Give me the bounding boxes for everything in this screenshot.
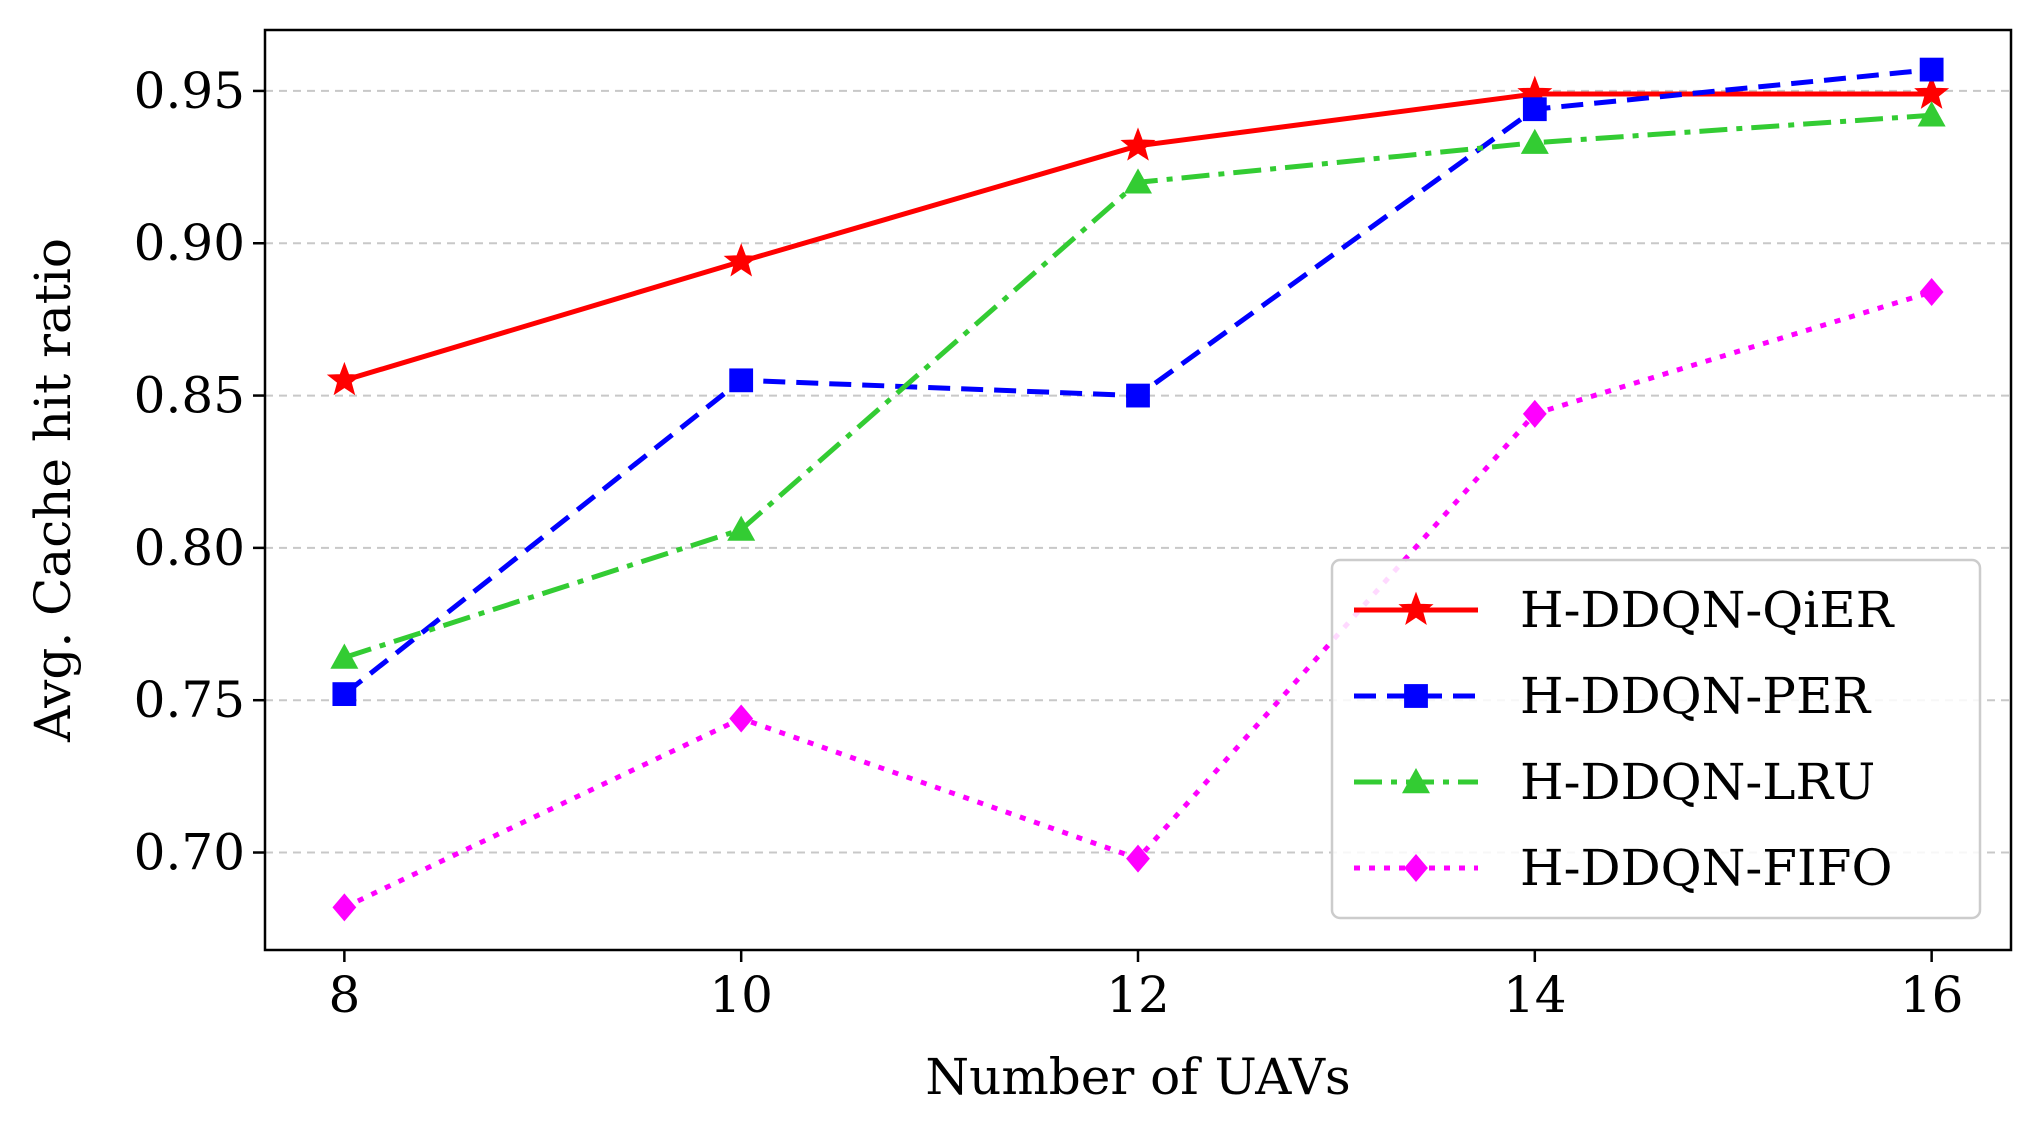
data-point bbox=[729, 704, 754, 733]
legend-label: H-DDQN-FIFO bbox=[1520, 839, 1892, 897]
x-tick-label: 10 bbox=[709, 966, 773, 1024]
series-h-ddqn-per bbox=[332, 57, 1944, 707]
y-tick-label: 0.80 bbox=[134, 519, 245, 577]
data-point bbox=[729, 368, 754, 393]
data-point bbox=[332, 893, 357, 922]
axis-ticks: 0.70 0.75 0.80 0.85 0.90 0.95 8 10 12 14 16 bbox=[134, 62, 1964, 1024]
data-point bbox=[1126, 383, 1150, 408]
legend-box bbox=[1330, 558, 1982, 920]
x-tick-label: 12 bbox=[1106, 966, 1170, 1024]
data-point bbox=[1120, 127, 1156, 161]
legend-entry: H-DDQN-LRU bbox=[1354, 753, 1875, 811]
legend-entry: H-DDQN-PER bbox=[1354, 667, 1871, 725]
x-tick-label: 16 bbox=[1900, 966, 1964, 1024]
series-layer bbox=[326, 57, 1950, 922]
series-h-ddqn-fifo bbox=[332, 277, 1944, 922]
data-point bbox=[1124, 168, 1152, 194]
data-point bbox=[1919, 277, 1944, 306]
data-point bbox=[1919, 57, 1944, 82]
series-h-ddqn-lru bbox=[330, 101, 1946, 669]
legend-label: H-DDQN-LRU bbox=[1520, 753, 1875, 811]
series-h-ddqn-qier bbox=[326, 75, 1950, 396]
y-tick-label: 0.90 bbox=[134, 214, 245, 272]
x-tick-label: 8 bbox=[328, 966, 360, 1024]
data-point bbox=[727, 515, 756, 541]
data-point bbox=[1126, 844, 1150, 873]
data-point bbox=[326, 361, 362, 396]
x-axis-label: Number of UAVs bbox=[925, 1048, 1350, 1106]
data-point bbox=[1914, 75, 1950, 109]
legend-entry: H-DDQN-QiER bbox=[1354, 581, 1895, 639]
y-tick-label: 0.70 bbox=[134, 824, 245, 882]
data-point bbox=[1522, 97, 1547, 122]
data-point bbox=[1917, 101, 1946, 127]
y-tick-label: 0.75 bbox=[134, 671, 245, 729]
data-point bbox=[1522, 399, 1547, 428]
legend: H-DDQN-QiER H-DDQN-PER H-DDQN-LRU H-DDQN-FI… bbox=[1330, 558, 1982, 920]
legend-marker bbox=[1398, 591, 1434, 625]
data-point bbox=[332, 682, 357, 707]
x-tick-label: 14 bbox=[1503, 966, 1567, 1024]
data-point bbox=[723, 243, 759, 277]
data-point bbox=[1520, 128, 1549, 154]
legend-marker bbox=[1404, 854, 1428, 882]
data-point bbox=[330, 643, 359, 669]
legend-marker bbox=[1404, 684, 1428, 708]
legend-label: H-DDQN-QiER bbox=[1520, 581, 1895, 639]
y-axis-label: Avg. Cache hit ratio bbox=[24, 238, 82, 743]
y-tick-label: 0.85 bbox=[134, 367, 245, 425]
legend-marker bbox=[1402, 768, 1430, 794]
legend-entry: H-DDQN-FIFO bbox=[1354, 839, 1892, 897]
legend-label: H-DDQN-PER bbox=[1520, 667, 1871, 725]
y-tick-label: 0.95 bbox=[134, 62, 245, 120]
